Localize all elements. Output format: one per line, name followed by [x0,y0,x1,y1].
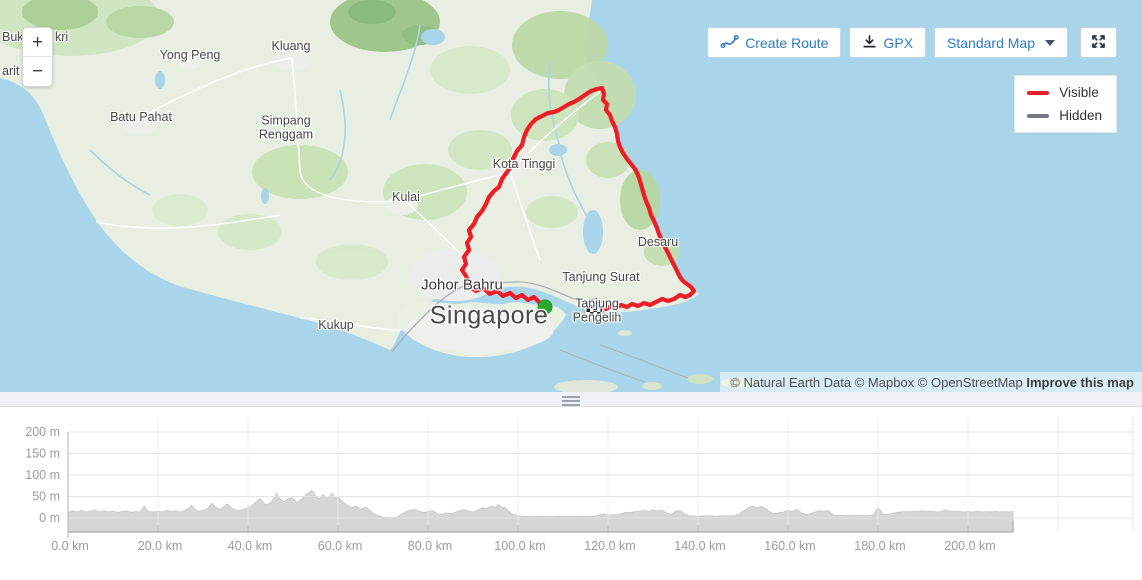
gpx-label: GPX [883,34,914,51]
map-style-dropdown[interactable]: Standard Map [934,27,1068,58]
roads-layer [95,57,601,331]
hidden-line-swatch [1027,113,1050,118]
panel-divider [0,392,1142,407]
x-axis-tick-label: 40.0 km [228,539,272,553]
caret-down-icon [1045,39,1055,46]
visible-line-swatch [1027,90,1050,95]
start-marker [537,299,553,315]
x-axis-tick-label: 160.0 km [764,539,815,553]
map-toolbar: Create Route GPX Standard Map [707,27,1117,58]
attribution-text: © Natural Earth Data © Mapbox © OpenStre… [730,374,1027,390]
map-canvas[interactable]: Buk kri arit Yong Peng Kluang Batu Pahat Simpa… [0,0,1142,392]
x-axis-tick-label: 120.0 km [584,539,635,553]
water-features-layer [89,24,603,254]
zoom-out-button[interactable]: − [23,57,52,86]
x-axis-tick-label: 60.0 km [318,539,362,553]
elevation-chart: 0 m 50 m 100 m 150 m 200 m 0.0 km 20.0 km 40.0 … [0,407,1142,580]
resize-grip[interactable] [562,396,580,408]
elevation-area [67,490,1014,533]
download-icon [862,34,877,52]
boundary-layer [391,281,689,383]
route-markers-layer [537,298,605,320]
y-axis-tick-label: 200 m [25,425,60,439]
legend-label: Visible [1059,85,1099,100]
map-style-label: Standard Map [947,34,1035,51]
y-axis-tick-label: 100 m [25,468,60,482]
map-legend: Visible Hidden [1014,75,1117,133]
legend-item-visible: Visible [1027,85,1102,100]
elevation-chart-svg: 0 m 50 m 100 m 150 m 200 m 0.0 km 20.0 km 40.0 … [25,417,1134,553]
y-axis-tick-label: 150 m [25,447,60,461]
x-axis-tick-label: 80.0 km [408,539,452,553]
create-route-label: Create Route [745,34,829,51]
map-attribution: © Natural Earth Data © Mapbox © OpenStre… [720,372,1142,392]
improve-map-link[interactable]: Improve this map [1026,374,1134,390]
create-route-button[interactable]: Create Route [707,27,842,58]
x-axis-tick-label: 0.0 km [51,539,89,553]
gpx-download-button[interactable]: GPX [849,27,927,58]
legend-item-hidden: Hidden [1027,108,1102,123]
x-axis-tick-label: 200.0 km [944,539,995,553]
terrain-layer [0,0,680,280]
map-zoom-control: + − [22,27,53,87]
x-axis-tick-label: 20.0 km [138,539,182,553]
x-axis-tick-label: 100.0 km [494,539,545,553]
x-axis-tick-label: 140.0 km [674,539,725,553]
finish-marker [583,298,605,320]
zoom-in-button[interactable]: + [23,28,52,57]
fullscreen-icon [1090,33,1107,53]
map-base-layer [0,0,753,392]
route-line-layer [459,85,697,313]
y-axis-tick-label: 50 m [32,490,60,504]
route-icon [720,33,739,52]
fullscreen-button[interactable] [1080,27,1117,58]
y-axis-tick-label: 0 m [39,511,60,525]
legend-label: Hidden [1059,108,1102,123]
x-axis-tick-label: 180.0 km [854,539,905,553]
